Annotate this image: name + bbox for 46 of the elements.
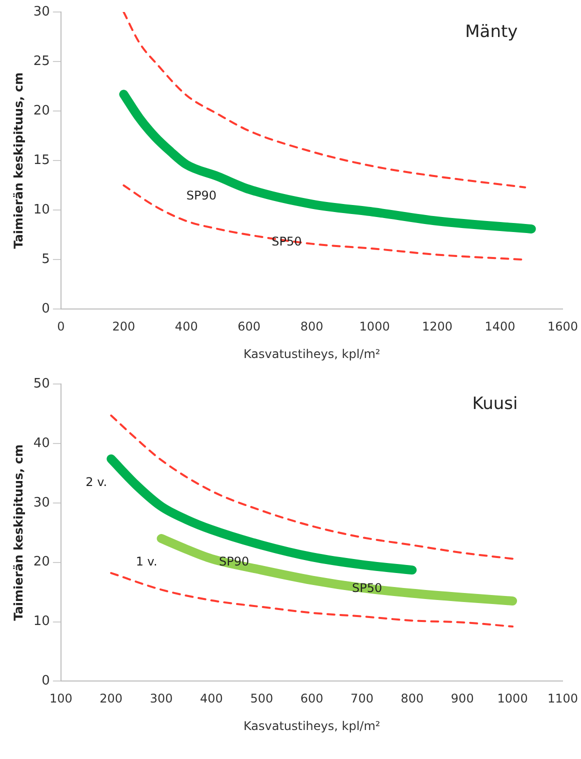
y-tick-label: 10 [33,614,50,630]
y-tick-label: 20 [33,103,50,118]
y-tick-label: 30 [33,4,50,20]
series-label: 1 v. [136,554,158,569]
text: Kuusi [472,394,518,414]
text: Mänty [465,22,518,42]
x-axis-title: Kasvatustiheys, kpl/m² [243,346,380,361]
x-tick-label: 300 [150,692,173,706]
x-tick-label: 400 [174,320,198,334]
x-tick-label: 500 [250,692,274,706]
x-tick-label: 1200 [422,320,453,334]
y-tick-label: 5 [42,252,50,268]
x-tick-label: 800 [300,320,324,334]
x-tick-label: 0 [57,320,65,334]
x-tick-label: 900 [450,692,474,706]
x-tick-label: 100 [49,692,72,706]
y-tick-label: 0 [42,674,50,689]
y-tick-label: 30 [33,495,50,510]
y-tick-label: 15 [33,152,50,168]
x-tick-label: 800 [400,692,424,706]
y-tick-label: 50 [33,376,50,392]
x-tick-label: 200 [100,692,123,706]
annotation: SP50 [352,581,382,596]
x-tick-label: 700 [350,692,374,706]
x-tick-label: 400 [200,692,223,706]
x-tick-label: 200 [112,320,136,334]
x-tick-label: 1000 [497,692,528,706]
x-tick-label: 600 [238,320,261,334]
y-tick-label: 40 [33,436,50,451]
x-tick-label: 1600 [547,320,578,334]
y-tick-label: 10 [33,202,50,218]
y-axis-title: Taimierän keskipituus, cm [11,72,26,249]
x-axis-title: Kasvatustiheys, kpl/m² [243,718,380,733]
x-tick-label: 1100 [547,692,578,706]
annotation: SP90 [186,188,217,202]
y-tick-label: 0 [42,302,50,317]
x-tick-label: 1000 [359,320,390,334]
x-tick-label: 600 [300,692,324,706]
series-label: 2 v. [86,475,108,490]
annotation: SP90 [218,554,250,568]
y-tick-label: 25 [33,54,50,69]
y-tick-label: 20 [33,554,50,570]
x-tick-label: 1400 [484,320,516,334]
line-series [110,572,514,628]
y-axis-title: Taimierän keskipituus, cm [11,444,26,621]
line-series [122,12,526,188]
